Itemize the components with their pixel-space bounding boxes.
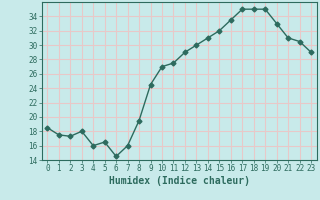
X-axis label: Humidex (Indice chaleur): Humidex (Indice chaleur) [109,176,250,186]
